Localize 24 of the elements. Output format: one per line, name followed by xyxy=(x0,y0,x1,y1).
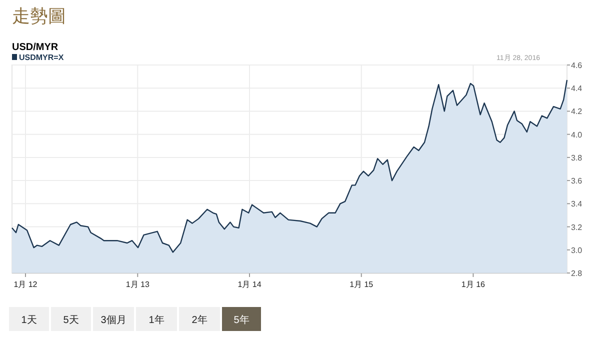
x-tick-label: 1月 12 xyxy=(14,280,38,289)
legend-label: USDMYR=X xyxy=(19,53,64,62)
text: 3個月 xyxy=(100,315,126,326)
y-tick-label: 3.2 xyxy=(571,222,583,232)
x-tick-label: 1月 15 xyxy=(350,280,374,289)
y-tick-label: 3.0 xyxy=(571,246,583,255)
y-tick-label: 4.6 xyxy=(571,61,583,70)
chart-subtitle: USD/MYR xyxy=(12,42,59,53)
text: 1天 xyxy=(21,315,37,326)
x-tick-label: 1月 14 xyxy=(238,280,262,289)
y-tick-label: 3.8 xyxy=(571,153,583,162)
y-tick-label: 4.2 xyxy=(571,107,583,116)
y-tick-label: 4.0 xyxy=(571,130,583,140)
text: 5年 xyxy=(234,314,250,326)
text: 5天 xyxy=(63,315,79,326)
x-tick-label: 1月 16 xyxy=(461,280,486,289)
text: 1年 xyxy=(148,314,164,326)
y-tick-label: 4.4 xyxy=(571,84,583,94)
x-tick-label: 1月 13 xyxy=(126,280,150,289)
y-tick-label: 3.6 xyxy=(571,176,583,186)
text: 2年 xyxy=(192,314,208,326)
y-tick-label: 3.4 xyxy=(571,200,583,209)
chart-title: 走勢圖 xyxy=(12,6,66,26)
y-tick-label: 2.8 xyxy=(571,269,583,278)
